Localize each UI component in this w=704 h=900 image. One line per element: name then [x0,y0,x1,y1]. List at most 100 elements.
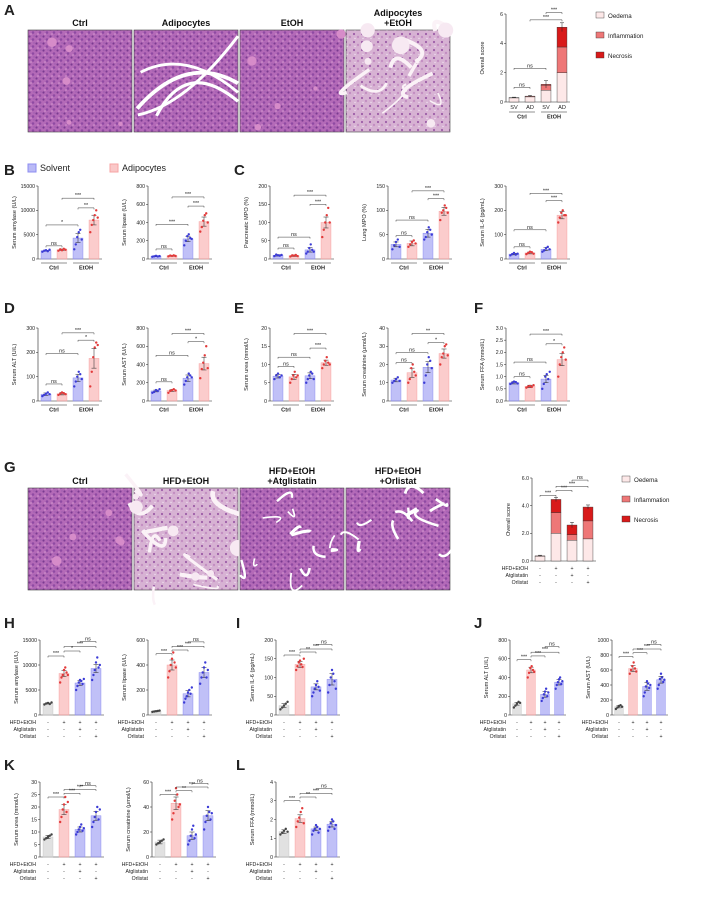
y-axis-label: Overall score [506,503,512,536]
data-point [158,387,161,391]
data-point [333,827,336,831]
data-point [90,370,93,373]
data-point [308,246,311,250]
data-point [328,221,331,224]
image-title-line: Ctrl [72,476,88,486]
sig-bracket [427,342,445,345]
data-point [518,701,522,705]
data-point [295,376,298,379]
treatment-sign: - [299,876,301,882]
y-tick-label: 5 [264,381,267,387]
tissue-spot [118,121,123,127]
data-point [185,695,188,698]
data-point [514,704,517,707]
tissue-spot [65,45,73,53]
y-tick-label: 1.0 [496,374,503,380]
data-point [412,239,415,242]
tissue-spot [274,102,281,110]
legend-label: Oedema [634,477,658,484]
y-tick-label: 0 [382,257,385,263]
data-point [555,683,558,687]
data-point [547,377,550,381]
data-point [561,209,564,212]
treatment-sign: - [539,566,541,572]
data-point [44,249,48,252]
sig-label: *** [289,796,296,802]
sig-bracket [299,651,317,654]
y-tick-label: 600 [600,668,609,674]
bar [512,703,522,716]
sig-bracket [293,194,327,197]
data-point [514,380,517,384]
data-point [172,387,175,391]
y-tick-label: 400 [498,675,507,681]
bar [198,221,210,260]
data-point [184,697,187,700]
bar [58,673,70,716]
legend-swatch [621,515,631,523]
treatment-sign: - [516,727,518,733]
data-point [548,370,551,373]
group-label: Ctrl [399,408,409,414]
sig-bracket [530,651,560,654]
sig-label: ns [409,348,415,354]
sig-label: ns [519,242,525,248]
bar-segment [556,46,568,73]
data-point [544,687,548,690]
tissue-spot [47,37,57,48]
sig-bracket [79,785,97,788]
tissue-gap [413,508,439,528]
sig-bracket [77,339,95,342]
sig-bracket [277,247,295,250]
data-point [333,680,336,683]
data-point [193,837,196,840]
data-point [564,214,567,217]
tissue-gap [435,498,449,507]
sig-label: *** [307,328,314,334]
data-point [658,677,662,681]
image-title-line: Adipocytes [162,18,211,28]
data-point [530,385,533,389]
data-point [305,381,308,384]
data-point [157,842,160,845]
treatment-sign: + [314,720,317,726]
legend-label-adipocytes: Adipocytes [122,163,167,173]
data-point [410,366,413,370]
sig-label: * [435,338,438,344]
data-point [321,366,324,370]
data-point [554,687,557,690]
treatment-label: Atglistatin [14,869,37,875]
treatment-sign: - [299,734,301,740]
treatment-sign: - [159,862,161,868]
y-tick-label: 100 [26,374,35,380]
data-point [188,688,191,692]
bar [294,664,306,716]
data-point [50,833,53,836]
tissue-gap [124,473,143,497]
sig-bracket [155,381,173,384]
image-title-line: Ctrl [72,18,88,28]
treatment-label: HFD+EtOH [10,720,37,726]
sig-label: ns [197,778,203,784]
y-axis-label: Lung MPO (%) [362,204,368,241]
data-point [317,685,320,689]
data-point [278,376,281,379]
treatment-sign: + [186,727,189,733]
image-title: HFD+EtOH [163,476,209,486]
data-point [282,829,286,832]
group-label: Ctrl [281,408,291,414]
sig-label: * [61,220,64,226]
data-point [57,393,60,397]
treatment-sign: + [330,862,333,868]
tissue-gap [338,68,371,96]
data-point [206,805,210,809]
data-point [174,389,177,392]
sig-label: *** [189,782,196,788]
data-point [96,216,99,219]
data-point [156,255,159,258]
data-point [210,812,214,815]
data-point [541,250,544,253]
data-point [60,249,64,252]
data-point [645,680,649,683]
